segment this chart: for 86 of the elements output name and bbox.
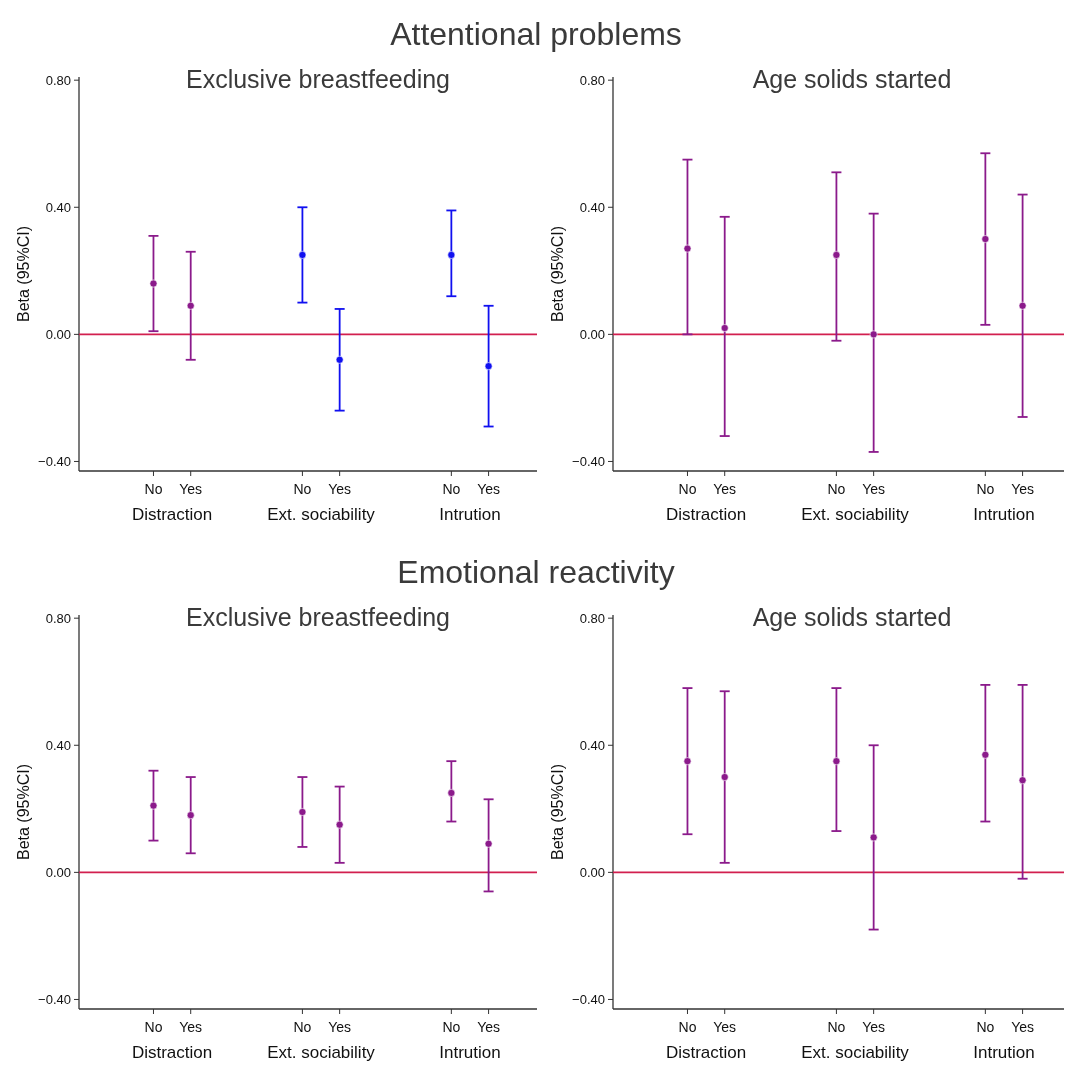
text: Distraction [665, 1043, 747, 1062]
point [869, 833, 878, 842]
x-tick-label: Yes [328, 481, 352, 497]
x-tick-label: No [678, 481, 697, 497]
text: Intrution [973, 505, 1035, 524]
x-tick-label: Yes [328, 1019, 352, 1035]
y-tick-label: 0.00 [579, 326, 605, 342]
y-tick-label: 0.40 [579, 199, 605, 215]
x-tick-label: Yes [713, 481, 737, 497]
point [447, 251, 456, 259]
x-tick-label: No [678, 1019, 697, 1035]
x-tick-label: No [976, 481, 995, 497]
x-tick-label: No [827, 481, 846, 497]
point [149, 801, 158, 810]
y-axis-title: Beta (95%CI) [549, 763, 566, 861]
x-tick-label: No [293, 481, 312, 497]
x-tick-label: Yes [179, 481, 203, 497]
x-tick-label: No [442, 1019, 461, 1035]
text: Ext. sociability [267, 505, 376, 524]
y-axis-title: Beta (95%CI) [15, 225, 32, 323]
x-tick-label: Yes [1011, 481, 1035, 497]
y-tick-label: 0.00 [579, 864, 605, 880]
point [1018, 301, 1027, 310]
y-tick-label: 0.80 [579, 72, 605, 88]
y-tick-label: 0.00 [45, 864, 71, 880]
point [683, 757, 692, 766]
point [298, 808, 307, 816]
point [981, 750, 990, 759]
text: Ext. sociability [801, 1043, 910, 1062]
y-tick-label: 0.00 [45, 326, 71, 342]
x-tick-label: Yes [477, 1019, 501, 1035]
text: Intrution [439, 1043, 501, 1062]
point [298, 251, 307, 259]
x-tick-label: Yes [477, 481, 501, 497]
point [447, 789, 456, 797]
x-tick-label: Yes [179, 1019, 203, 1035]
x-tick-label: No [442, 481, 461, 497]
x-tick-label: No [144, 1019, 163, 1035]
text: Distraction [131, 1043, 213, 1062]
y-tick-label: −0.40 [38, 991, 71, 1007]
point [981, 235, 990, 243]
y-tick-label: 0.80 [45, 72, 71, 88]
point [484, 839, 493, 848]
x-tick-label: Yes [713, 1019, 737, 1035]
x-tick-label: Yes [862, 1019, 886, 1035]
chart-title: Exclusive breastfeeding [185, 603, 451, 631]
y-tick-label: −0.40 [572, 991, 605, 1007]
y-tick-label: 0.40 [45, 737, 71, 753]
point [149, 279, 158, 288]
x-tick-label: No [293, 1019, 312, 1035]
y-tick-label: 0.80 [45, 610, 71, 626]
point [186, 301, 195, 310]
text: Intrution [973, 1043, 1035, 1062]
chart-subtitle: Emotional reactivity [397, 554, 675, 590]
x-tick-label: No [827, 1019, 846, 1035]
y-axis-title: Beta (95%CI) [15, 763, 32, 861]
point [186, 811, 195, 820]
chart-subtitle: Attentional problems [390, 16, 682, 52]
y-tick-label: −0.40 [38, 453, 71, 469]
text: Distraction [131, 505, 213, 524]
text: Ext. sociability [801, 505, 910, 524]
x-tick-label: Yes [862, 481, 886, 497]
y-tick-label: 0.80 [579, 610, 605, 626]
text: Ext. sociability [267, 1043, 376, 1062]
x-tick-label: No [144, 481, 163, 497]
chart-title: Age solids started [752, 65, 952, 93]
point [683, 244, 692, 253]
point [335, 820, 344, 829]
point [335, 355, 344, 364]
y-axis-title: Beta (95%CI) [549, 225, 566, 323]
y-tick-label: 0.40 [45, 199, 71, 215]
chart-title: Exclusive breastfeeding [185, 65, 451, 93]
point [832, 251, 841, 259]
point [720, 324, 729, 332]
point [484, 362, 493, 371]
point [720, 773, 729, 781]
point [832, 757, 841, 766]
y-tick-label: −0.40 [572, 453, 605, 469]
chart-title: Age solids started [752, 603, 952, 631]
text: Distraction [665, 505, 747, 524]
x-tick-label: No [976, 1019, 995, 1035]
point [869, 330, 878, 339]
point [1018, 776, 1027, 785]
x-tick-label: Yes [1011, 1019, 1035, 1035]
text: Intrution [439, 505, 501, 524]
y-tick-label: 0.40 [579, 737, 605, 753]
